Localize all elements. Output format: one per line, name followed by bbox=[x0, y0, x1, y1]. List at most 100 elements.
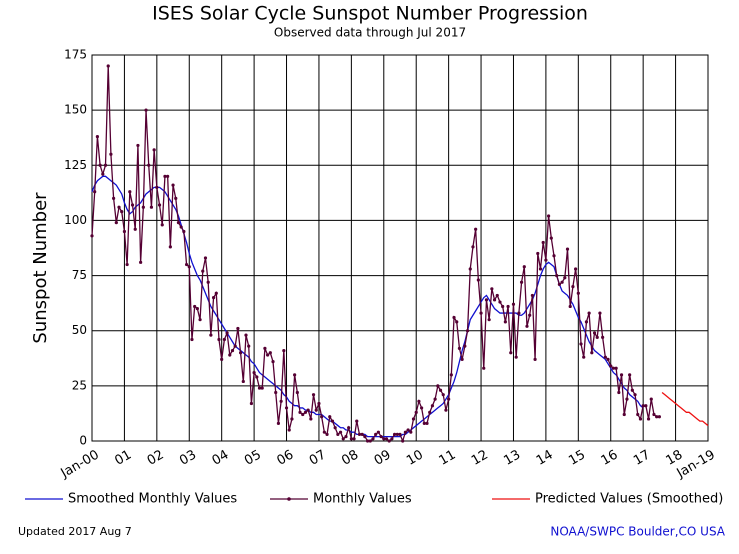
data-point bbox=[606, 357, 610, 361]
data-point bbox=[560, 280, 564, 284]
x-tick-label: 13 bbox=[501, 448, 523, 469]
data-point bbox=[471, 245, 475, 249]
data-point bbox=[325, 432, 329, 436]
x-tick-label: 08 bbox=[339, 448, 361, 469]
x-tick-label: 01 bbox=[112, 448, 134, 469]
data-point bbox=[163, 174, 167, 178]
data-point bbox=[109, 152, 113, 156]
data-point bbox=[603, 355, 607, 359]
data-point bbox=[295, 390, 299, 395]
series-line bbox=[91, 175, 644, 438]
data-point bbox=[279, 399, 283, 403]
data-point bbox=[565, 247, 570, 251]
data-point bbox=[511, 302, 516, 306]
data-point bbox=[590, 351, 594, 355]
data-point bbox=[533, 357, 537, 361]
data-point bbox=[465, 329, 470, 333]
data-point bbox=[555, 273, 559, 278]
data-point bbox=[422, 421, 426, 425]
y-tick-label: 175 bbox=[64, 48, 87, 62]
data-point bbox=[549, 236, 553, 240]
data-point bbox=[571, 285, 575, 289]
data-point bbox=[536, 251, 540, 256]
data-point bbox=[195, 307, 199, 311]
data-point bbox=[147, 163, 151, 167]
data-point bbox=[90, 234, 94, 238]
x-tick-label: 11 bbox=[437, 448, 459, 469]
x-tick-label: 14 bbox=[534, 448, 556, 469]
legend-label: Predicted Values (Smoothed) bbox=[535, 492, 723, 507]
data-point bbox=[449, 373, 453, 377]
data-point bbox=[187, 265, 191, 269]
data-point bbox=[274, 390, 278, 395]
data-point bbox=[95, 135, 100, 139]
data-point bbox=[403, 430, 408, 434]
data-point bbox=[395, 432, 399, 436]
data-point bbox=[487, 318, 491, 322]
data-point bbox=[614, 366, 618, 370]
data-point bbox=[482, 366, 486, 370]
data-point bbox=[101, 172, 105, 176]
footer-right: NOAA/SWPC Boulder,CO USA bbox=[550, 525, 725, 539]
series-line bbox=[661, 391, 709, 427]
data-point bbox=[574, 267, 578, 271]
data-point bbox=[484, 298, 489, 302]
data-point bbox=[130, 203, 135, 207]
data-point bbox=[336, 432, 340, 436]
data-point bbox=[228, 353, 232, 357]
data-point bbox=[619, 373, 624, 377]
data-point bbox=[209, 333, 213, 337]
data-point bbox=[498, 300, 502, 304]
data-point bbox=[544, 258, 548, 262]
data-point bbox=[587, 311, 591, 315]
y-tick-label: 75 bbox=[72, 268, 87, 282]
data-point bbox=[384, 437, 389, 441]
data-point bbox=[411, 417, 416, 421]
x-tick-label: 17 bbox=[631, 448, 653, 469]
data-point bbox=[344, 434, 348, 439]
data-point bbox=[474, 227, 478, 231]
data-point bbox=[117, 205, 121, 209]
data-point bbox=[303, 410, 308, 414]
y-tick-label: 150 bbox=[64, 103, 87, 117]
data-point bbox=[628, 373, 632, 377]
data-point bbox=[463, 344, 467, 348]
data-point bbox=[255, 375, 259, 379]
data-point bbox=[455, 320, 459, 324]
data-point bbox=[298, 410, 302, 414]
data-point bbox=[193, 304, 197, 309]
data-point bbox=[149, 205, 154, 209]
data-point bbox=[122, 229, 127, 234]
data-point bbox=[414, 410, 418, 414]
data-point bbox=[579, 342, 583, 346]
data-point bbox=[220, 357, 224, 361]
data-point bbox=[98, 163, 102, 167]
data-point bbox=[379, 434, 383, 439]
data-point bbox=[322, 430, 326, 434]
data-point bbox=[584, 320, 589, 324]
data-point bbox=[179, 225, 183, 229]
data-point bbox=[420, 406, 424, 410]
data-point bbox=[638, 417, 643, 421]
data-point bbox=[133, 227, 137, 231]
data-point bbox=[576, 291, 580, 295]
data-point bbox=[528, 313, 532, 317]
data-point bbox=[201, 269, 205, 273]
data-point bbox=[136, 143, 140, 148]
legend-marker bbox=[287, 497, 291, 501]
data-point bbox=[114, 221, 118, 225]
data-point bbox=[646, 417, 651, 421]
data-point bbox=[263, 346, 267, 350]
data-point bbox=[652, 412, 656, 417]
data-point bbox=[598, 311, 602, 315]
data-point bbox=[625, 397, 629, 401]
data-point bbox=[276, 421, 281, 425]
data-point bbox=[230, 348, 235, 353]
legend-label: Monthly Values bbox=[313, 492, 412, 507]
data-point bbox=[444, 408, 448, 412]
data-point bbox=[492, 298, 497, 302]
data-point bbox=[341, 437, 345, 441]
data-point bbox=[428, 410, 432, 414]
data-point bbox=[290, 417, 294, 421]
